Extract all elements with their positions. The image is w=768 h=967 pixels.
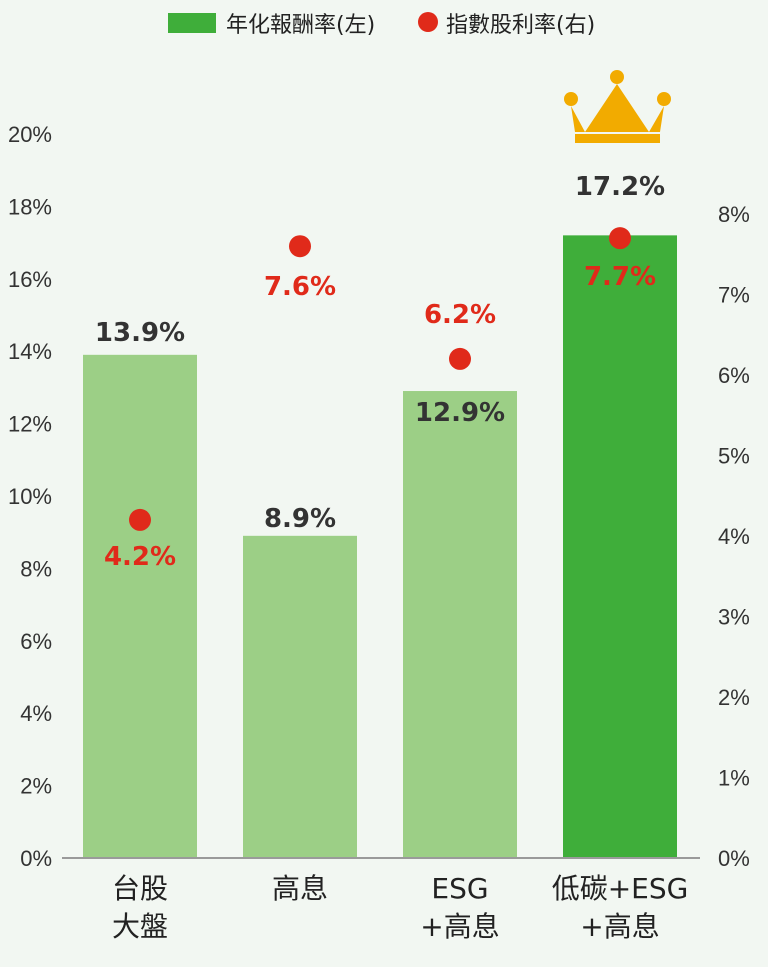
category-label: 低碳+ESG [552, 872, 689, 905]
dividend-value-label: 7.7% [584, 262, 656, 292]
crown-icon [564, 70, 671, 143]
left-tick-label: 12% [8, 412, 52, 437]
dividend-value-label: 4.2% [104, 542, 176, 572]
legend-swatch-dividend-yield [418, 12, 438, 32]
legend-label-annual-return: 年化報酬率(左) [226, 13, 375, 38]
bars: 13.9% 8.9% 12.9% 17.2% [83, 172, 677, 859]
left-tick-label: 4% [20, 701, 52, 726]
right-tick-label: 5% [718, 444, 750, 469]
legend-swatch-annual-return [168, 13, 216, 33]
bar-value-label: 12.9% [415, 398, 505, 428]
bar [403, 391, 517, 858]
right-tick-label: 2% [718, 685, 750, 710]
right-tick-label: 6% [718, 363, 750, 388]
bar [83, 354, 197, 858]
dividend-dot [609, 227, 631, 250]
dividend-dots: 4.2% 7.6% 6.2% 7.7% [104, 227, 656, 572]
left-tick-label: 20% [8, 122, 52, 147]
left-tick-label: 14% [8, 339, 52, 364]
dividend-dot [289, 235, 311, 258]
left-tick-label: 8% [20, 556, 52, 581]
right-axis-ticks: 0% 1% 2% 3% 4% 5% 6% 7% 8% [718, 202, 750, 871]
bar-value-label: 8.9% [264, 504, 336, 534]
category-label: +高息 [420, 910, 499, 943]
bar [563, 235, 677, 859]
left-tick-label: 16% [8, 267, 52, 292]
category-label: 大盤 [112, 910, 168, 943]
left-tick-label: 10% [8, 484, 52, 509]
left-tick-label: 6% [20, 629, 52, 654]
dividend-value-label: 6.2% [424, 300, 496, 330]
right-tick-label: 4% [718, 524, 750, 549]
left-tick-label: 0% [20, 846, 52, 871]
left-tick-label: 18% [8, 194, 52, 219]
category-label: +高息 [580, 910, 659, 943]
legend: 年化報酬率(左) 指數股利率(右) [168, 12, 595, 38]
right-tick-label: 1% [718, 766, 750, 791]
bar-value-label: 13.9% [95, 318, 185, 348]
bar-value-label: 17.2% [575, 172, 665, 202]
right-tick-label: 3% [718, 605, 750, 630]
left-axis-ticks: 0% 2% 4% 6% 8% 10% 12% 14% 16% 18% 20% [8, 122, 52, 871]
category-label: 台股 [112, 872, 168, 905]
right-tick-label: 8% [718, 202, 750, 227]
dividend-dot [129, 508, 151, 531]
dividend-value-label: 7.6% [264, 272, 336, 302]
dividend-dot [449, 347, 471, 370]
right-tick-label: 0% [718, 846, 750, 871]
category-label: ESG [431, 872, 488, 905]
left-tick-label: 2% [20, 774, 52, 799]
bar [243, 535, 357, 858]
category-label: 高息 [272, 872, 328, 905]
right-tick-label: 7% [718, 283, 750, 308]
legend-label-dividend-yield: 指數股利率(右) [446, 13, 595, 38]
